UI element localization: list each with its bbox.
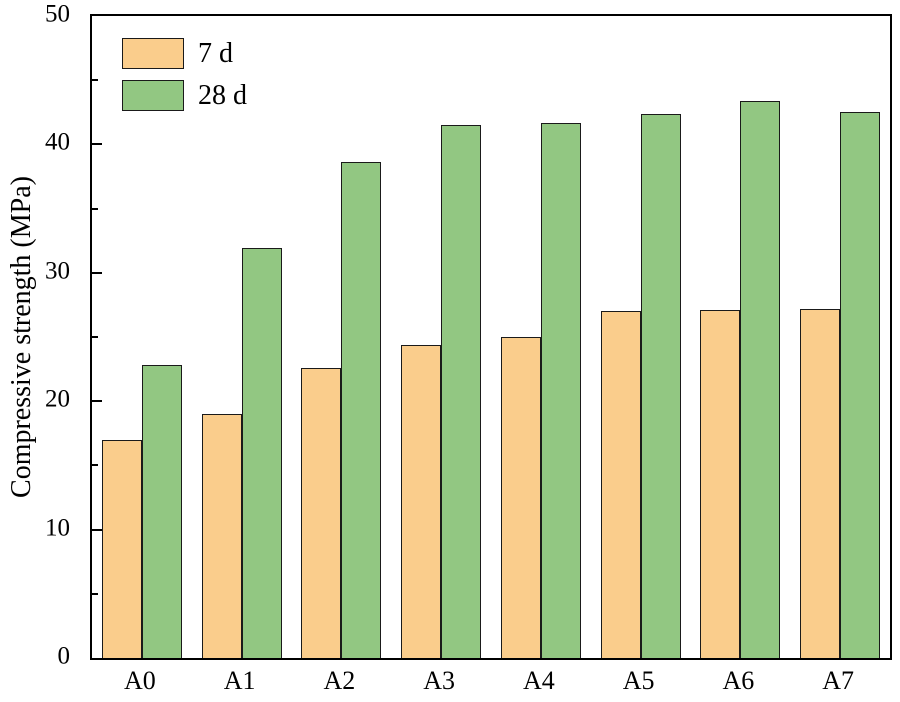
bar-28d-A6	[740, 100, 781, 658]
x-tick-label-A0: A0	[123, 666, 156, 695]
x-tick-label-A5: A5	[622, 666, 655, 695]
y-minor-tick	[92, 592, 98, 595]
bar-28d-A0	[141, 365, 182, 658]
y-major-tick	[92, 271, 102, 274]
y-major-tick	[92, 528, 102, 531]
bar-7d-A6	[700, 310, 741, 658]
y-tick-label: 30	[45, 257, 70, 285]
x-tick-label-A6: A6	[722, 666, 755, 695]
y-minor-tick	[92, 336, 98, 338]
legend-label: 28 d	[198, 79, 247, 111]
legend-label: 7 d	[198, 37, 233, 69]
legend: 7 d 28 d	[122, 38, 247, 122]
legend-item: 7 d	[122, 38, 247, 69]
y-minor-tick	[92, 464, 98, 467]
legend-swatch-series-0	[122, 38, 184, 69]
x-tick-label-A3: A3	[423, 666, 456, 695]
bar-28d-A4	[540, 122, 581, 658]
y-tick-label: 40	[45, 128, 70, 156]
y-minor-tick	[92, 207, 98, 210]
bar-7d-A0	[101, 439, 142, 658]
bar-28d-A3	[441, 125, 482, 658]
bar-7d-A7	[800, 308, 841, 658]
y-tick-label: 50	[45, 0, 70, 28]
y-minor-tick	[92, 79, 98, 82]
bar-28d-A2	[341, 162, 382, 658]
x-axis-tick-labels: A0 A1 A2 A3 A4 A5 A6 A7	[90, 666, 892, 700]
y-tick-label: 10	[45, 514, 70, 542]
bar-7d-A4	[500, 337, 541, 658]
x-tick-label-A7: A7	[822, 666, 855, 695]
plot-area: 7 d 28 d	[90, 14, 892, 660]
y-axis-tick-labels: 0 10 20 30 40 50	[0, 2, 82, 669]
y-tick-label: 20	[45, 385, 70, 413]
legend-swatch-series-1	[122, 80, 184, 111]
x-tick-label-A1: A1	[223, 666, 256, 695]
bar-28d-A1	[241, 248, 282, 658]
bar-7d-A2	[301, 367, 342, 658]
legend-item: 28 d	[122, 80, 247, 111]
y-major-tick	[92, 400, 102, 403]
x-tick-label-A2: A2	[323, 666, 356, 695]
bar-7d-A5	[600, 311, 641, 658]
y-tick-label: 0	[57, 642, 71, 670]
bar-28d-A7	[840, 112, 881, 658]
bar-28d-A5	[640, 113, 681, 658]
bar-7d-A3	[401, 344, 442, 658]
x-tick-label-A4: A4	[522, 666, 555, 695]
bar-7d-A1	[201, 414, 242, 658]
y-major-tick	[92, 143, 102, 146]
